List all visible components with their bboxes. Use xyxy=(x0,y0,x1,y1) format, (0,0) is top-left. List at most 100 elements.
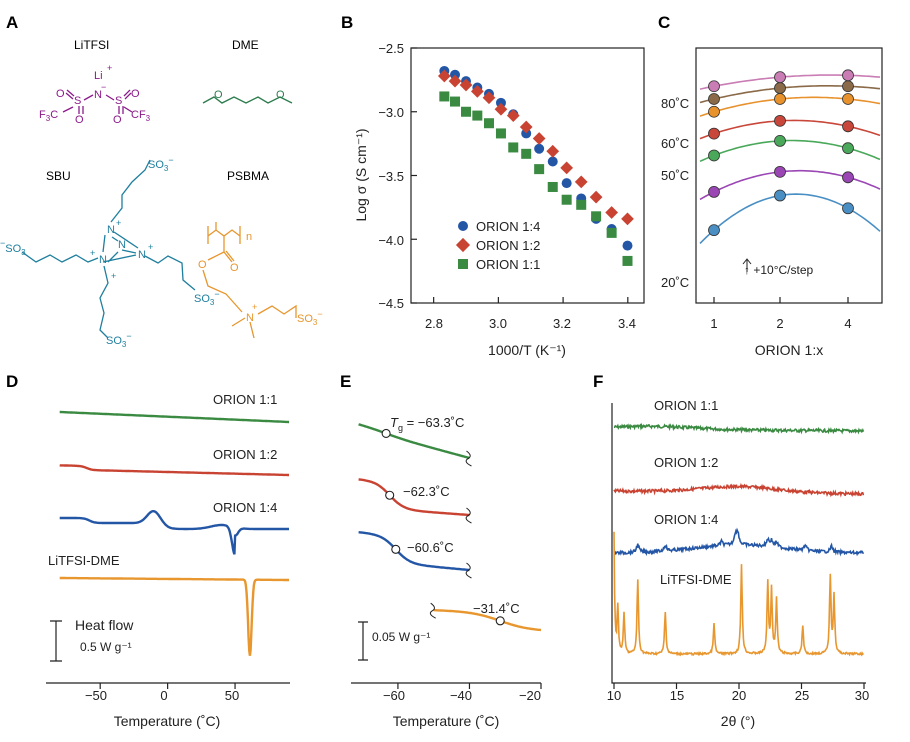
b-ytick-label: −4.5 xyxy=(378,296,404,311)
d-label-orion-1-1: ORION 1:1 xyxy=(213,392,277,407)
e-break-mark xyxy=(465,507,472,524)
legend-marker-orion-1-2 xyxy=(455,237,471,253)
d-trace-orion-1-1 xyxy=(59,410,289,424)
b-point-orion-1-2 xyxy=(459,78,473,92)
c-point-6 xyxy=(774,71,786,84)
c-point-2 xyxy=(774,134,786,147)
e-scale-bar xyxy=(358,621,368,661)
panel-b-x-ticks: 2.8 3.0 3.2 3.4 xyxy=(425,316,636,331)
f-xtick-label: 10 xyxy=(607,688,621,703)
f-label-orion-1-2: ORION 1:2 xyxy=(654,455,718,470)
panel-f-x-ticks xyxy=(613,683,865,689)
d-trace-litfsi-dme xyxy=(59,576,289,656)
psbma-structure: PSBMA n O O N + SO3− xyxy=(198,169,323,339)
b-point-orion-1-4 xyxy=(561,178,572,189)
b-point-orion-1-1 xyxy=(483,118,494,129)
b-xtick-label: 3.0 xyxy=(489,316,507,331)
e-break-mark xyxy=(465,562,472,579)
b-point-orion-1-2 xyxy=(621,212,634,226)
d-xtick-label: 0 xyxy=(160,688,167,703)
litfsi-cf3: CF3 xyxy=(131,109,151,123)
f-label-litfsi-dme: LiTFSI-DME xyxy=(660,572,732,587)
b-point-orion-1-4 xyxy=(521,128,532,139)
e-tg-marker xyxy=(391,544,401,554)
d-trace-orion-1-2 xyxy=(59,464,289,477)
d-scale-title: Heat flow xyxy=(75,617,134,633)
e-tg-marker xyxy=(381,428,391,439)
b-point-orion-1-4 xyxy=(450,69,461,80)
b-point-orion-1-2 xyxy=(605,206,619,219)
sbu-so3-bottom: SO3− xyxy=(106,331,132,349)
c-point-4 xyxy=(708,105,720,118)
b-point-orion-1-2 xyxy=(494,102,508,116)
f-x-axis-title: 2θ (°) xyxy=(721,713,755,729)
litfsi-o1: O xyxy=(56,88,65,100)
c-point-2 xyxy=(708,149,720,162)
b-ytick-label: −3.5 xyxy=(378,169,404,184)
c-point-3 xyxy=(774,114,786,127)
b-y-axis-title: Log σ (S cm⁻¹) xyxy=(353,128,369,221)
f-xtick-label: 15 xyxy=(670,688,684,703)
panel-a-structures: LiTFSI Li + N − S S O O O O F3C CF3 DME … xyxy=(0,38,323,349)
b-point-orion-1-1 xyxy=(591,211,602,222)
c-step-annotation: ↑ +10°C/step xyxy=(744,263,813,277)
c-curve-0 xyxy=(699,193,881,244)
e-break-mark xyxy=(429,602,436,619)
f-trace-orion-1-1 xyxy=(613,422,865,435)
litfsi-n-charge: − xyxy=(101,82,106,92)
legend-marker-orion-1-1 xyxy=(458,259,468,269)
litfsi-o4: O xyxy=(113,114,122,126)
e-trace-orion-1-4 xyxy=(358,531,470,572)
psbma-so3: SO3− xyxy=(297,309,323,327)
panel-c-data-points xyxy=(708,69,854,303)
psbma-o-ester: O xyxy=(198,259,207,271)
f-trace-litfsi-dme xyxy=(613,531,865,657)
panel-b-y-ticks: −2.5 −3.0 −3.5 −4.0 −4.5 xyxy=(378,41,404,311)
b-point-orion-1-2 xyxy=(506,109,520,122)
c-temp-label-20: 20˚C xyxy=(661,275,689,290)
b-point-orion-1-2 xyxy=(437,69,451,83)
sbu-n2: N xyxy=(99,254,107,266)
sbu-n3: N xyxy=(138,249,146,261)
litfsi-n: N xyxy=(94,89,102,101)
b-ytick-label: −4.0 xyxy=(378,233,404,248)
b-xtick-label: 2.8 xyxy=(425,316,443,331)
c-point-0 xyxy=(842,202,854,215)
d-xtick-label: 50 xyxy=(225,688,239,703)
c-point-5 xyxy=(708,93,720,105)
sbu-plus4: + xyxy=(111,271,116,281)
c-curve-3 xyxy=(699,119,881,140)
e-trace-orion-1-1 xyxy=(358,423,470,460)
c-point-6 xyxy=(708,80,720,93)
b-ytick-label: −2.5 xyxy=(378,41,404,56)
f-trace-orion-1-4 xyxy=(613,527,865,557)
panel-b-legend: ORION 1:4 ORION 1:2 ORION 1:1 xyxy=(455,219,540,272)
panel-f-chart: 10 15 20 25 30 2θ (°) ORION 1:1 ORION 1:… xyxy=(607,398,869,729)
f-xtick-label: 20 xyxy=(732,688,746,703)
b-point-orion-1-1 xyxy=(495,128,506,139)
b-point-orion-1-1 xyxy=(439,91,450,102)
sbu-name: SBU xyxy=(46,169,71,183)
legend-label-orion-1-2: ORION 1:2 xyxy=(476,238,540,253)
b-point-orion-1-1 xyxy=(622,255,633,266)
e-tg-label-orion-1-4: −60.6˚C xyxy=(407,540,454,555)
b-point-orion-1-4 xyxy=(534,143,545,154)
f-trace-orion-1-2 xyxy=(613,482,865,498)
b-ytick-label: −3.0 xyxy=(378,105,404,120)
b-point-orion-1-1 xyxy=(534,164,545,175)
e-break-mark xyxy=(465,450,472,467)
dme-name: DME xyxy=(232,38,259,52)
c-xtick-label: 2 xyxy=(776,316,783,331)
b-point-orion-1-1 xyxy=(576,199,587,210)
litfsi-f3c: F3C xyxy=(39,109,58,123)
panel-c-axes-frame xyxy=(695,47,883,304)
b-point-orion-1-2 xyxy=(532,132,546,145)
panel-letter-e: E xyxy=(340,372,351,391)
b-point-orion-1-4 xyxy=(495,97,506,108)
e-tg-markers xyxy=(381,428,505,626)
c-x-axis-title: ORION 1:x xyxy=(755,342,823,358)
panel-d-x-ticks xyxy=(99,683,236,689)
d-trace-orion-1-4 xyxy=(59,510,289,555)
panel-e-chart: −60 −40 −20 Temperature (˚C) Tg = −63.3˚… xyxy=(351,415,542,729)
